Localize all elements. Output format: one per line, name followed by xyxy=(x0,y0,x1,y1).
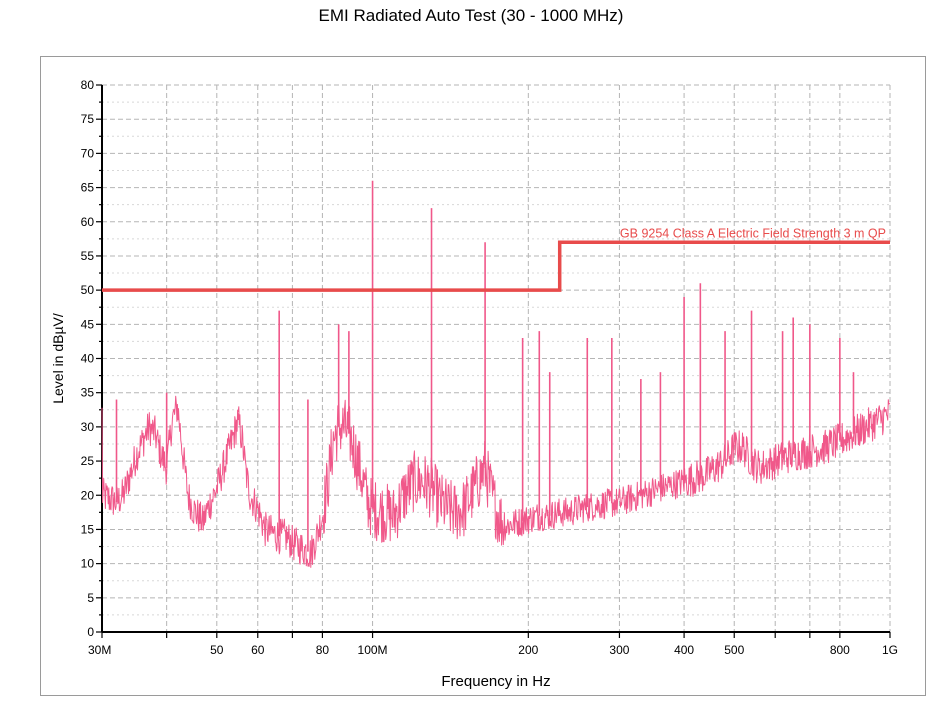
emi-chart: GB 9254 Class A Electric Field Strength … xyxy=(50,78,898,690)
x-tick-label: 60 xyxy=(251,643,265,657)
y-tick-label: 5 xyxy=(87,591,94,605)
y-tick-label: 60 xyxy=(81,215,95,229)
x-tick-label: 1G xyxy=(882,643,898,657)
grid xyxy=(101,84,891,633)
x-tick-label: 500 xyxy=(724,643,744,657)
x-tick-label: 800 xyxy=(830,643,850,657)
y-tick-label: 25 xyxy=(81,454,95,468)
y-tick-label: 65 xyxy=(81,181,95,195)
x-tick-label: 80 xyxy=(316,643,330,657)
limit-layer: GB 9254 Class A Electric Field Strength … xyxy=(102,226,890,292)
y-tick-label: 80 xyxy=(81,78,95,92)
x-tick-label: 400 xyxy=(674,643,694,657)
y-tick-label: 35 xyxy=(81,386,95,400)
labels: 0 5 10 15 20 25 30 35 40 45 50 55 60 65 70 75 80 30M 50 60 8… xyxy=(50,78,898,690)
axes xyxy=(96,84,891,638)
limit-line xyxy=(102,240,890,292)
y-tick-label: 50 xyxy=(81,283,95,297)
page-title: EMI Radiated Auto Test (30 - 1000 MHz) xyxy=(318,6,624,25)
y-tick-label: 40 xyxy=(81,352,95,366)
y-tick-label: 75 xyxy=(81,112,95,126)
y-tick-label: 70 xyxy=(81,146,95,160)
x-tick-label: 200 xyxy=(518,643,538,657)
y-tick-label: 15 xyxy=(81,522,95,536)
measurement-trace xyxy=(101,395,891,568)
x-tick-label: 300 xyxy=(609,643,629,657)
y-tick-label: 10 xyxy=(81,557,95,571)
y-tick-label: 45 xyxy=(81,317,95,331)
y-tick-label: 55 xyxy=(81,249,95,263)
x-tick-label: 30M xyxy=(88,643,111,657)
series-layer xyxy=(101,180,891,568)
x-axis-title: Frequency in Hz xyxy=(441,673,550,690)
chart-frame: GB 9254 Class A Electric Field Strength … xyxy=(40,56,926,696)
y-tick-label: 20 xyxy=(81,488,95,502)
x-tick-label: 100M xyxy=(358,643,388,657)
y-axis-title: Level in dBµV/ xyxy=(50,313,66,404)
x-tick-label: 50 xyxy=(210,643,224,657)
limit-line-label: GB 9254 Class A Electric Field Strength … xyxy=(620,226,886,240)
y-tick-label: 0 xyxy=(87,625,94,639)
y-tick-label: 30 xyxy=(81,420,95,434)
